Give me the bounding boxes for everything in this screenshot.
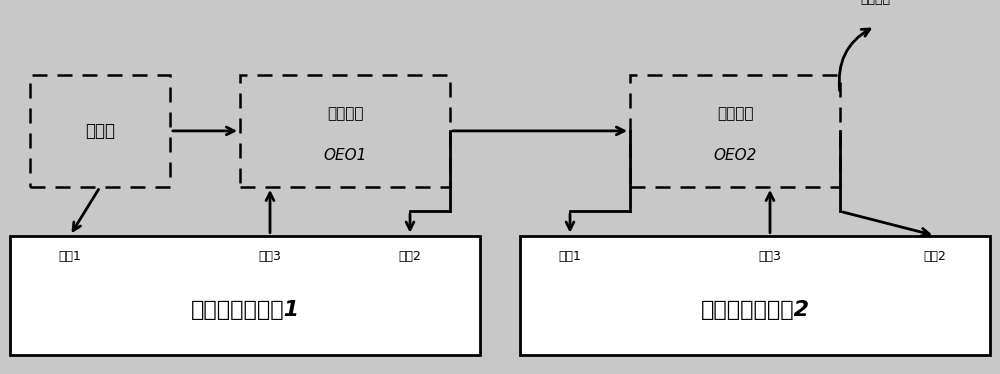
- Text: OEO2: OEO2: [713, 148, 757, 163]
- Bar: [630, 75, 840, 187]
- Text: 端口1: 端口1: [559, 250, 581, 263]
- Bar: [520, 236, 990, 355]
- Text: 端口2: 端口2: [399, 250, 421, 263]
- Text: 端口1: 端口1: [59, 250, 81, 263]
- Text: 稳定性控制电路2: 稳定性控制电路2: [700, 300, 810, 320]
- Text: 长光纤环: 长光纤环: [327, 107, 363, 122]
- Text: 注入源: 注入源: [85, 122, 115, 140]
- Text: 长光纤环: 长光纤环: [717, 107, 753, 122]
- Text: 端口3: 端口3: [259, 250, 281, 263]
- Text: 输出信号: 输出信号: [860, 0, 890, 6]
- Bar: [10, 236, 480, 355]
- Bar: [240, 75, 450, 187]
- Text: OEO1: OEO1: [323, 148, 367, 163]
- Bar: [30, 75, 170, 187]
- Text: 端口3: 端口3: [759, 250, 781, 263]
- Text: 端口2: 端口2: [924, 250, 946, 263]
- Text: 稳定性控制电路1: 稳定性控制电路1: [190, 300, 300, 320]
